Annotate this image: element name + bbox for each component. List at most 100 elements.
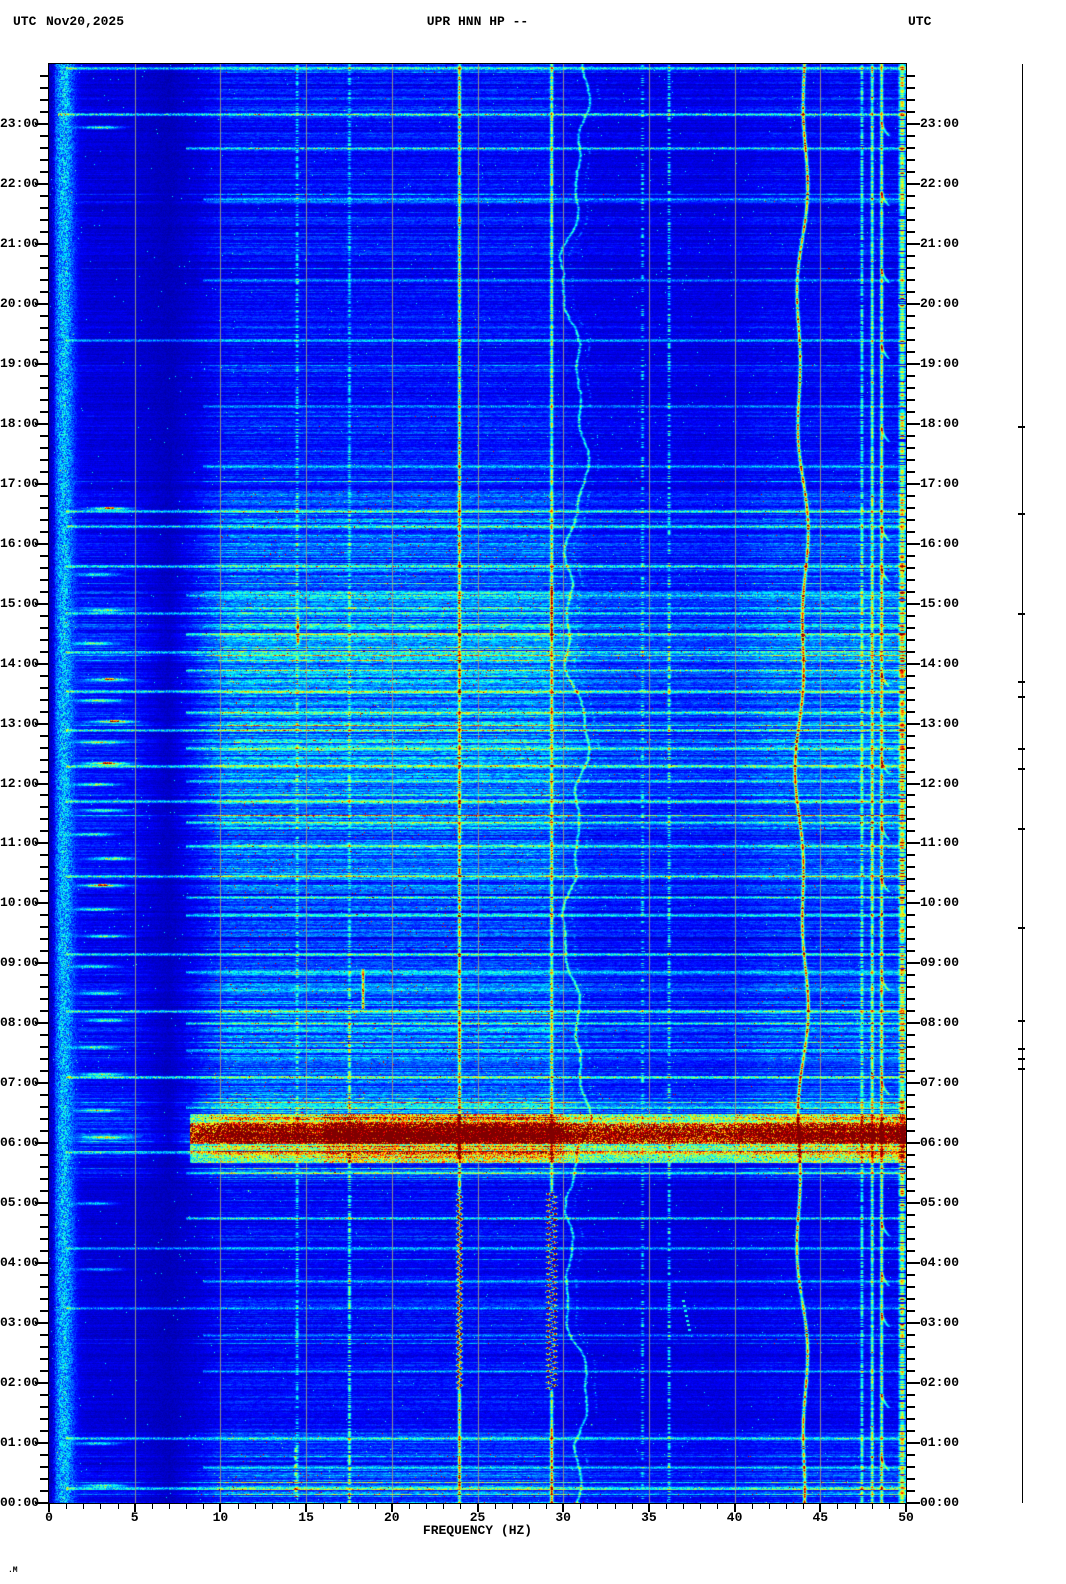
- y-minor-tick-left: [40, 410, 49, 413]
- y-axis-label-right: 22:00: [920, 175, 960, 191]
- y-minor-tick-right: [906, 746, 915, 749]
- y-minor-tick-left: [40, 758, 49, 761]
- y-minor-tick-left: [40, 770, 49, 773]
- y-minor-tick-left: [40, 1274, 49, 1277]
- y-minor-tick-left: [40, 1046, 49, 1049]
- y-major-tick-left: [35, 722, 49, 725]
- y-minor-tick-left: [40, 134, 49, 137]
- y-minor-tick-left: [40, 254, 49, 257]
- y-minor-tick-left: [40, 350, 49, 353]
- y-minor-tick-right: [906, 626, 915, 629]
- x-minor-tick: [700, 1504, 702, 1509]
- y-minor-tick-right: [906, 950, 915, 953]
- y-minor-tick-right: [906, 1238, 915, 1241]
- x-minor-tick: [494, 1504, 496, 1509]
- y-minor-tick-left: [40, 1154, 49, 1157]
- y-minor-tick-left: [40, 470, 49, 473]
- y-minor-tick-right: [906, 1070, 915, 1073]
- y-major-tick-left: [35, 1382, 49, 1385]
- x-minor-tick: [186, 1504, 188, 1509]
- date-label: Nov20,2025: [46, 14, 125, 29]
- x-minor-tick: [666, 1504, 668, 1509]
- y-minor-tick-left: [40, 734, 49, 737]
- x-minor-tick: [323, 1504, 325, 1509]
- marker-tick: [1018, 426, 1025, 428]
- y-axis-label-left: 00:00: [0, 1495, 40, 1510]
- y-major-tick-right: [906, 1142, 920, 1145]
- x-major-tick: [133, 1504, 136, 1512]
- x-minor-tick: [340, 1504, 342, 1509]
- y-minor-tick-left: [40, 386, 49, 389]
- y-minor-tick-left: [40, 1334, 49, 1337]
- y-minor-tick-left: [40, 566, 49, 569]
- y-major-tick-right: [906, 482, 920, 485]
- y-minor-tick-right: [906, 674, 915, 677]
- y-minor-tick-right: [906, 146, 915, 149]
- y-axis-label-left: 21:00: [0, 235, 40, 251]
- x-major-tick: [647, 1504, 650, 1512]
- y-minor-tick-left: [40, 1106, 49, 1109]
- y-axis-label-right: 07:00: [920, 1075, 960, 1091]
- y-minor-tick-right: [906, 1010, 915, 1013]
- y-major-tick-right: [906, 1322, 920, 1325]
- x-minor-tick: [151, 1504, 153, 1509]
- y-minor-tick-right: [906, 314, 915, 317]
- y-minor-tick-right: [906, 578, 915, 581]
- y-minor-tick-right: [906, 1394, 915, 1397]
- y-minor-tick-left: [40, 866, 49, 869]
- y-axis-label-right: 12:00: [920, 775, 960, 791]
- y-minor-tick-left: [40, 266, 49, 269]
- plot-title: UPR HNN HP --: [426, 14, 529, 29]
- marker-tick: [1018, 681, 1025, 683]
- x-axis-tick-label: 15: [298, 1510, 314, 1525]
- y-minor-tick-left: [40, 626, 49, 629]
- y-minor-tick-left: [40, 1310, 49, 1313]
- y-minor-tick-right: [906, 734, 915, 737]
- y-minor-tick-left: [40, 146, 49, 149]
- marker-tick: [1018, 1068, 1025, 1070]
- x-minor-tick: [768, 1504, 770, 1509]
- y-major-tick-right: [906, 302, 920, 305]
- y-minor-tick-left: [40, 854, 49, 857]
- y-major-tick-left: [35, 482, 49, 485]
- y-minor-tick-left: [40, 326, 49, 329]
- x-major-tick: [476, 1504, 479, 1512]
- y-minor-tick-right: [906, 1274, 915, 1277]
- x-minor-tick: [546, 1504, 548, 1509]
- y-minor-tick-left: [40, 1478, 49, 1481]
- y-axis-label-left: 20:00: [0, 295, 40, 311]
- y-major-tick-left: [35, 1142, 49, 1145]
- y-minor-tick-left: [40, 158, 49, 161]
- y-minor-tick-left: [40, 986, 49, 989]
- y-minor-tick-right: [906, 986, 915, 989]
- y-minor-tick-left: [40, 818, 49, 821]
- x-minor-tick: [717, 1504, 719, 1509]
- y-minor-tick-left: [40, 926, 49, 929]
- y-minor-tick-left: [40, 110, 49, 113]
- y-minor-tick-right: [906, 614, 915, 617]
- y-axis-label-right: 17:00: [920, 475, 960, 491]
- y-minor-tick-right: [906, 710, 915, 713]
- y-minor-tick-left: [40, 314, 49, 317]
- y-minor-tick-left: [40, 1238, 49, 1241]
- y-minor-tick-left: [40, 1166, 49, 1169]
- y-minor-tick-right: [906, 86, 915, 89]
- x-major-tick: [305, 1504, 308, 1512]
- y-major-tick-left: [35, 1442, 49, 1445]
- x-major-tick: [219, 1504, 222, 1512]
- y-axis-label-right: 02:00: [920, 1375, 960, 1391]
- y-minor-tick-right: [906, 878, 915, 881]
- x-minor-tick: [203, 1504, 205, 1509]
- y-minor-tick-right: [906, 218, 915, 221]
- y-minor-tick-right: [906, 1226, 915, 1229]
- y-minor-tick-right: [906, 566, 915, 569]
- y-axis-label-left: 07:00: [0, 1075, 40, 1091]
- y-minor-tick-right: [906, 794, 915, 797]
- y-minor-tick-left: [40, 1058, 49, 1061]
- x-axis-tick-label: 0: [45, 1510, 53, 1525]
- y-minor-tick-left: [40, 206, 49, 209]
- x-minor-tick: [597, 1504, 599, 1509]
- y-minor-tick-right: [906, 1370, 915, 1373]
- y-minor-tick-left: [40, 638, 49, 641]
- y-minor-tick-left: [40, 506, 49, 509]
